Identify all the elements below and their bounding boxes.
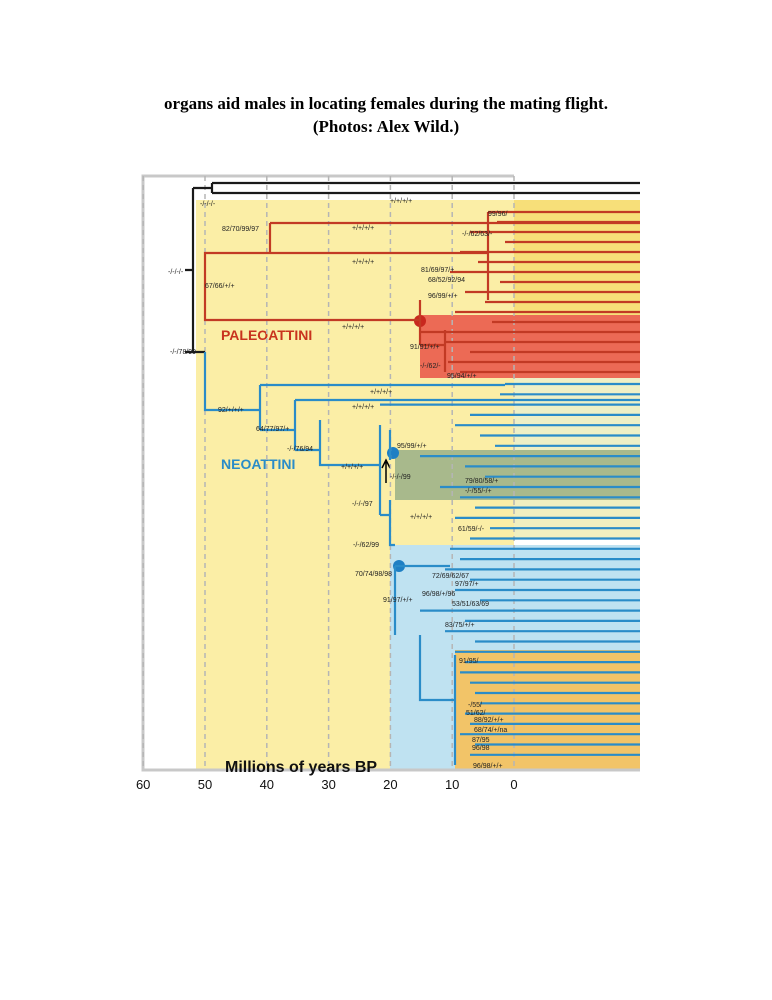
axis-title: Millions of years BP bbox=[225, 759, 377, 776]
support-value: 88/92/+/+ bbox=[474, 717, 504, 724]
branch bbox=[203, 212, 640, 345]
axis-tick-label: 60 bbox=[136, 777, 150, 792]
branch bbox=[418, 635, 457, 765]
support-value: -/-/55/-/+ bbox=[465, 488, 492, 495]
support-value: 51/62/ bbox=[466, 710, 486, 717]
support-value: 91/91/+/+ bbox=[410, 344, 440, 351]
support-value: 96/98/+/96 bbox=[422, 591, 455, 598]
support-value: 95/99/+/+ bbox=[397, 443, 427, 450]
caption-line: organs aid males in locating females dur… bbox=[164, 94, 608, 113]
caption-line: (Photos: Alex Wild.) bbox=[312, 117, 460, 136]
clade-label: NEOATTINI bbox=[221, 456, 295, 472]
axis-tick-label: 10 bbox=[445, 777, 459, 792]
support-value: 87/95 bbox=[472, 737, 490, 744]
support-value: 96/98/+/+ bbox=[473, 763, 503, 770]
axis-tick-label: 40 bbox=[260, 777, 274, 792]
support-value: 67/66/+/+ bbox=[205, 283, 235, 290]
support-value: +/+/+/+ bbox=[352, 404, 374, 411]
support-value: -/-/-/- bbox=[200, 201, 216, 208]
support-value: +/+/+/+ bbox=[352, 259, 374, 266]
arrow bbox=[381, 458, 391, 483]
support-value: 68/74/+/na bbox=[474, 727, 507, 734]
support-value: 53/51/63/69 bbox=[452, 601, 489, 608]
clade-band bbox=[514, 200, 640, 315]
branch bbox=[185, 181, 640, 354]
support-value: 79/80/58/+ bbox=[465, 478, 498, 485]
support-value: 83/75/+/+ bbox=[445, 622, 475, 629]
axis-tick-label: 0 bbox=[510, 777, 517, 792]
support-value: 97/97/+ bbox=[455, 581, 479, 588]
support-value: 82/70/99/97 bbox=[222, 226, 259, 233]
support-value: -/-/62/99 bbox=[353, 542, 379, 549]
support-value: +/+/+/+ bbox=[370, 389, 392, 396]
branch bbox=[203, 352, 640, 467]
support-value: 61/59/-/- bbox=[458, 526, 485, 533]
support-value: 70/74/98/98 bbox=[355, 571, 392, 578]
axis-tick-label: 50 bbox=[198, 777, 212, 792]
axis-tick-label: 20 bbox=[383, 777, 397, 792]
support-value: +/+/+/+ bbox=[341, 464, 363, 471]
support-value: 96/98 bbox=[472, 745, 490, 752]
clade-band bbox=[395, 450, 640, 500]
clade-band bbox=[455, 650, 640, 770]
axis-tick-label: 30 bbox=[321, 777, 335, 792]
support-value: 92/+/+/+ bbox=[218, 407, 244, 414]
clade-band bbox=[420, 315, 640, 378]
support-value: 95/94/+/+ bbox=[447, 373, 477, 380]
support-value: -/-/76/94 bbox=[287, 446, 313, 453]
support-value: 91/95/ bbox=[459, 658, 479, 665]
branch bbox=[378, 425, 450, 635]
clade-label: PALEOATTINI bbox=[221, 327, 312, 343]
support-value: -/55/ bbox=[468, 702, 482, 709]
support-value: -/-/78/99 bbox=[170, 349, 196, 356]
support-value: 91/97/+/+ bbox=[383, 597, 413, 604]
support-value: 64/77/97/+ bbox=[256, 426, 289, 433]
support-value: -/-/-/- bbox=[168, 269, 184, 276]
tree bbox=[185, 181, 640, 765]
support-value: -/-/62/63/- bbox=[462, 231, 493, 238]
support-value: 81/69/97/+ bbox=[421, 267, 454, 274]
support-value: 68/52/92/94 bbox=[428, 277, 465, 284]
support-value: +/+/+/+ bbox=[352, 225, 374, 232]
support-value: 96/99/+/+ bbox=[428, 293, 458, 300]
caption: organs aid males in locating females dur… bbox=[0, 92, 772, 138]
support-value: +/+/+/+ bbox=[342, 324, 364, 331]
support-value: -/-/-/99 bbox=[390, 474, 411, 481]
support-value: +/+/+/+ bbox=[410, 514, 432, 521]
branch bbox=[420, 330, 447, 372]
support-value: -/-/-/97 bbox=[352, 501, 373, 508]
support-value: 72/69/62/67 bbox=[432, 573, 469, 580]
support-value: 99/96/ bbox=[488, 211, 508, 218]
clade-band bbox=[514, 378, 640, 455]
support-value: +/+/+/+ bbox=[390, 198, 412, 205]
support-value: -/-/62/- bbox=[420, 363, 441, 370]
